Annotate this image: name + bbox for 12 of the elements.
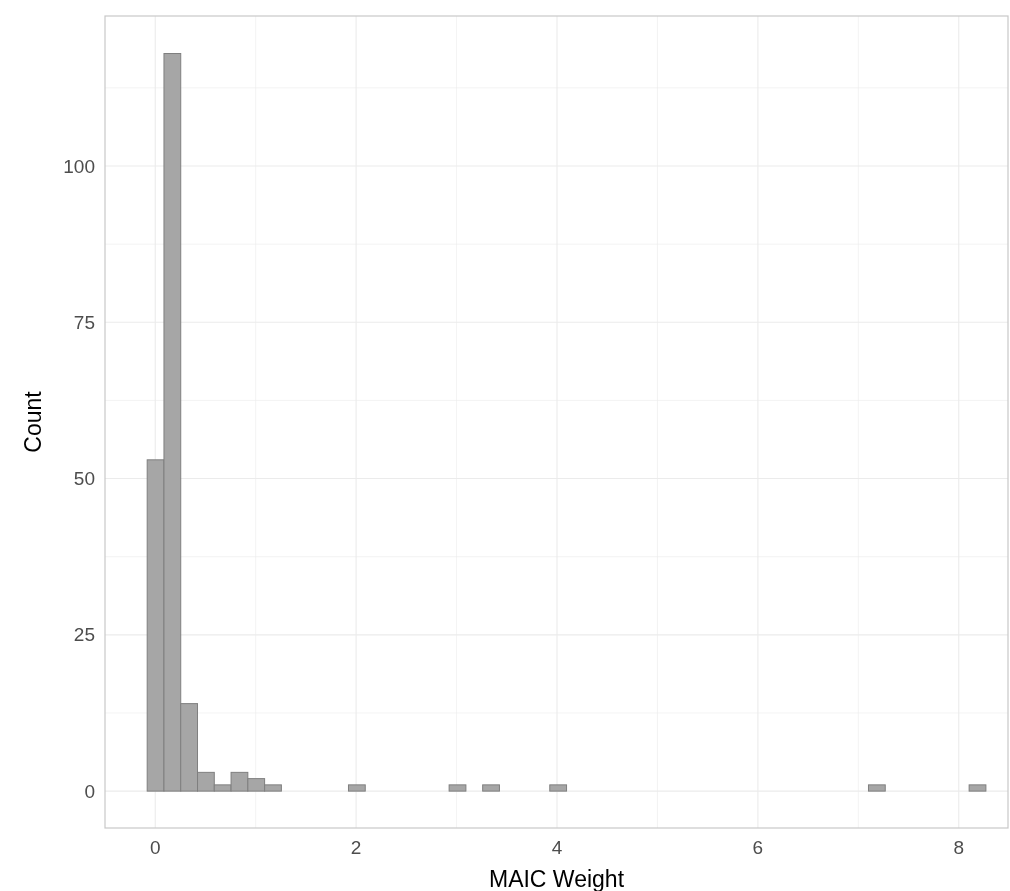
y-tick-label: 75 [73,311,95,333]
x-tick-label: 6 [752,837,764,858]
y-tick-label: 0 [84,780,95,802]
x-tick-label: 4 [551,837,563,858]
x-tick-label: 2 [350,837,362,858]
y-tick-label: 50 [73,468,95,490]
x-tick-label: 8 [953,837,965,858]
x-axis-title: MAIC Weight [488,866,625,891]
y-tick-label: 100 [63,155,95,177]
y-tick-label: 25 [73,624,95,646]
y-axis-title: Count [20,390,46,453]
x-tick-label: 0 [149,837,161,858]
